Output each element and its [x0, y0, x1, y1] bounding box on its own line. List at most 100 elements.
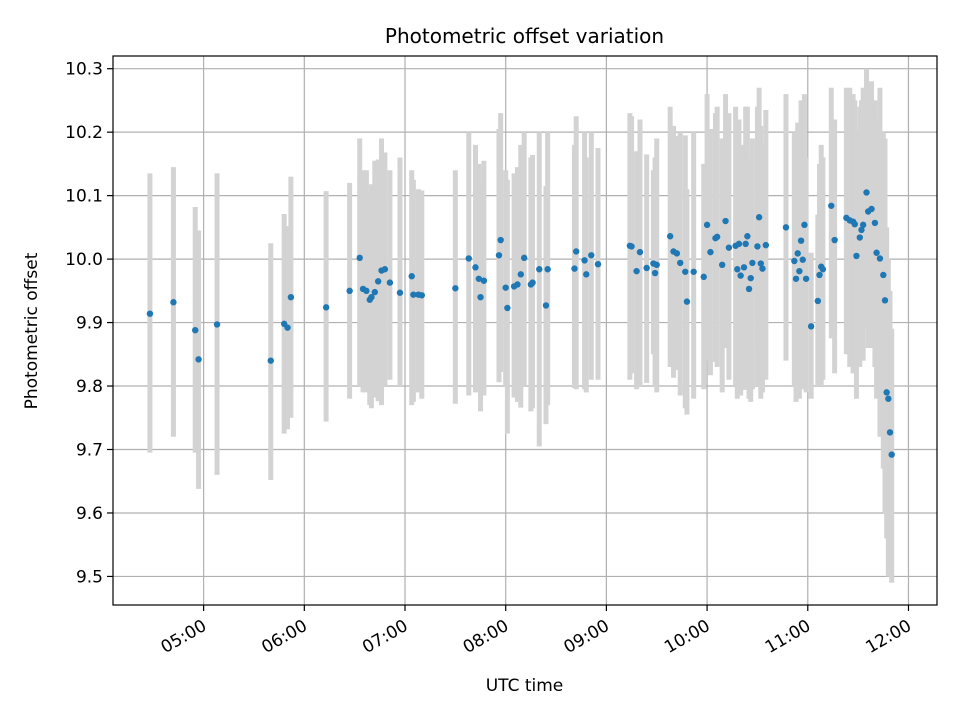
data-point — [497, 236, 504, 244]
data-point — [683, 298, 691, 305]
data-point — [851, 220, 858, 228]
data-point — [757, 260, 764, 267]
data-point — [673, 250, 681, 257]
data-point — [876, 255, 884, 262]
data-point — [381, 266, 389, 273]
data-point — [477, 293, 484, 301]
data-points — [146, 189, 895, 458]
data-point — [792, 275, 800, 282]
y-tick-label: 9.6 — [76, 504, 103, 524]
data-point — [346, 287, 353, 295]
y-axis-ticks: 9.5 9.6 9.7 9.8 9.9 10.0 10.1 10.2 10.3 — [65, 60, 113, 587]
data-point — [725, 244, 733, 251]
y-tick-label: 9.8 — [76, 377, 103, 397]
data-point — [371, 288, 379, 296]
data-point — [170, 299, 177, 306]
data-point — [542, 302, 550, 309]
data-point — [410, 291, 417, 298]
chart-title: Photometric offset variation — [385, 24, 664, 48]
data-point — [192, 326, 199, 334]
data-point — [881, 297, 889, 304]
data-point — [722, 217, 729, 225]
data-point — [853, 252, 860, 260]
data-point — [707, 248, 714, 256]
y-tick-label: 10.2 — [65, 123, 103, 143]
data-point — [735, 240, 743, 248]
data-point — [742, 240, 749, 248]
data-point — [356, 254, 363, 262]
data-point — [885, 395, 892, 402]
y-tick-label: 10.3 — [65, 60, 103, 80]
data-point — [856, 234, 864, 241]
data-point — [871, 219, 879, 227]
data-point — [859, 221, 867, 229]
y-tick-label: 10.0 — [65, 250, 103, 270]
data-point — [633, 267, 640, 275]
data-point — [682, 268, 689, 275]
data-point — [807, 323, 815, 330]
y-tick-label: 10.1 — [65, 187, 103, 207]
data-point — [504, 304, 511, 312]
data-point — [858, 226, 865, 234]
data-point — [195, 356, 202, 363]
data-point — [480, 277, 488, 284]
y-tick-label: 9.9 — [76, 314, 103, 334]
data-point — [734, 266, 741, 273]
data-point — [802, 275, 810, 282]
data-point — [636, 248, 644, 256]
data-point — [502, 284, 509, 291]
data-point — [718, 261, 726, 269]
data-point — [581, 257, 588, 264]
data-point — [868, 205, 875, 213]
y-tick-label: 9.7 — [76, 441, 103, 461]
data-point — [713, 233, 721, 241]
data-point — [452, 285, 459, 292]
data-point — [744, 233, 751, 240]
data-point — [755, 214, 763, 221]
data-point — [666, 233, 674, 240]
data-point — [651, 269, 659, 277]
y-axis-label: Photometric offset — [22, 252, 42, 409]
data-point — [796, 267, 803, 275]
data-point — [396, 289, 404, 296]
data-point — [588, 252, 595, 259]
data-point — [465, 255, 472, 262]
data-point — [643, 264, 650, 272]
data-point — [791, 257, 798, 265]
data-point — [594, 260, 602, 268]
data-point — [883, 389, 890, 396]
data-point — [653, 261, 660, 269]
data-point — [737, 272, 744, 279]
data-point — [863, 189, 870, 196]
data-point — [886, 429, 894, 436]
data-point — [363, 287, 370, 295]
data-point — [408, 273, 415, 280]
data-point — [322, 304, 330, 311]
data-point — [700, 273, 707, 281]
data-point — [819, 266, 827, 273]
data-point — [514, 281, 521, 288]
data-point — [284, 324, 291, 331]
data-point — [472, 264, 479, 271]
data-point — [213, 321, 221, 328]
data-point — [745, 285, 753, 293]
data-point — [517, 271, 525, 278]
data-point — [529, 279, 536, 286]
data-point — [880, 271, 887, 279]
data-point — [544, 266, 551, 273]
plot-frame — [112, 55, 938, 606]
data-point — [754, 243, 761, 250]
data-point — [759, 265, 766, 272]
data-point — [418, 292, 425, 299]
data-point — [536, 266, 543, 273]
data-point — [368, 293, 375, 301]
data-point — [801, 221, 808, 229]
data-point — [794, 250, 801, 257]
data-point — [740, 264, 748, 271]
data-point — [814, 297, 822, 305]
data-point — [520, 254, 528, 262]
data-point — [782, 224, 790, 231]
data-point — [873, 249, 880, 256]
y-tick-label: 9.5 — [76, 567, 103, 587]
data-point — [677, 259, 684, 267]
